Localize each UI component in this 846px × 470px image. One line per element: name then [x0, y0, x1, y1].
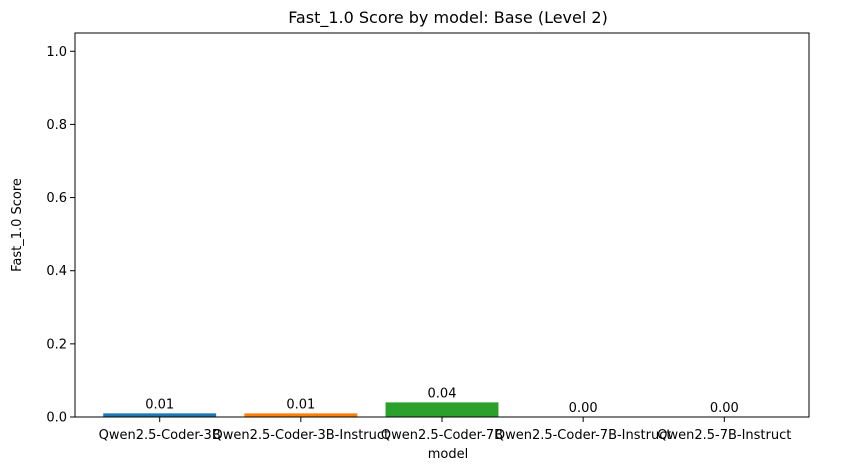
y-tick-label: 1.0: [46, 45, 67, 60]
y-axis-label: Fast_1.0 Score: [10, 178, 25, 272]
plot-frame: [74, 32, 810, 418]
x-tick-label: Qwen2.5-Coder-7B-Instruct: [495, 428, 672, 443]
x-tick-label: Qwen2.5-Coder-3B: [99, 428, 221, 443]
y-tick-label: 0.4: [46, 264, 67, 279]
bar: [244, 413, 358, 417]
y-axis: 0.0 0.2 0.4 0.6 0.8 1.0: [46, 45, 75, 426]
bar: [385, 402, 499, 417]
bar-value-label: 0.00: [569, 401, 598, 416]
y-tick-label: 0.8: [46, 118, 67, 133]
x-axis-label: model: [428, 447, 468, 462]
bar-value-label: 0.00: [710, 401, 739, 416]
bars: [103, 402, 499, 417]
bar: [103, 413, 217, 417]
x-tick-label: Qwen2.5-Coder-7B: [381, 428, 503, 443]
y-tick-label: 0.0: [46, 411, 67, 426]
x-tick-label: Qwen2.5-7B-Instruct: [657, 428, 791, 443]
y-tick-label: 0.2: [46, 337, 67, 352]
chart-title: Fast_1.0 Score by model: Base (Level 2): [288, 8, 608, 28]
y-tick-label: 0.6: [46, 191, 67, 206]
bar-value-label: 0.01: [145, 397, 174, 412]
data-labels: 0.01 0.01 0.04 0.00 0.00: [145, 386, 739, 416]
x-axis: Qwen2.5-Coder-3BQwen2.5-Coder-3B-Instruc…: [99, 417, 791, 443]
bar-value-label: 0.01: [286, 397, 315, 412]
bar-value-label: 0.04: [428, 386, 457, 401]
x-tick-label: Qwen2.5-Coder-3B-Instruct: [213, 428, 390, 443]
